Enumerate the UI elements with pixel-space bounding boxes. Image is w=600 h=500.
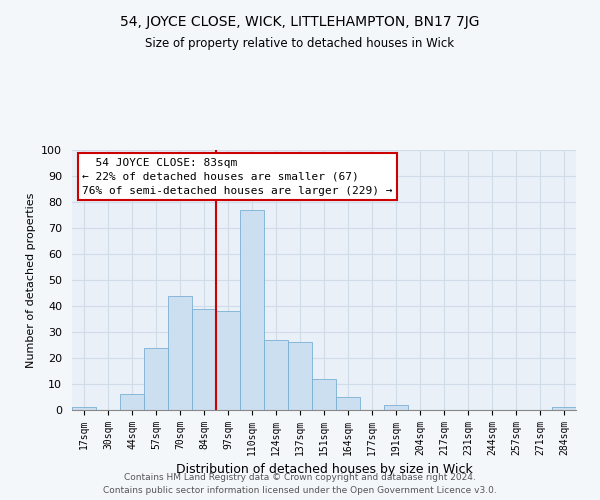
Bar — [168, 296, 192, 410]
Text: 54, JOYCE CLOSE, WICK, LITTLEHAMPTON, BN17 7JG: 54, JOYCE CLOSE, WICK, LITTLEHAMPTON, BN… — [120, 15, 480, 29]
Bar — [264, 340, 288, 410]
Bar — [192, 308, 216, 410]
Bar — [216, 311, 240, 410]
Bar — [288, 342, 312, 410]
Bar — [336, 397, 360, 410]
Bar — [384, 405, 408, 410]
Y-axis label: Number of detached properties: Number of detached properties — [26, 192, 36, 368]
Text: Contains public sector information licensed under the Open Government Licence v3: Contains public sector information licen… — [103, 486, 497, 495]
Bar — [312, 379, 336, 410]
Bar — [240, 210, 264, 410]
Text: Contains HM Land Registry data © Crown copyright and database right 2024.: Contains HM Land Registry data © Crown c… — [124, 472, 476, 482]
X-axis label: Distribution of detached houses by size in Wick: Distribution of detached houses by size … — [176, 464, 472, 476]
Text: Size of property relative to detached houses in Wick: Size of property relative to detached ho… — [145, 38, 455, 51]
Text: 54 JOYCE CLOSE: 83sqm  
← 22% of detached houses are smaller (67)
76% of semi-de: 54 JOYCE CLOSE: 83sqm ← 22% of detached … — [82, 158, 392, 196]
Bar — [144, 348, 168, 410]
Bar — [120, 394, 144, 410]
Bar — [552, 408, 576, 410]
Bar — [72, 408, 96, 410]
